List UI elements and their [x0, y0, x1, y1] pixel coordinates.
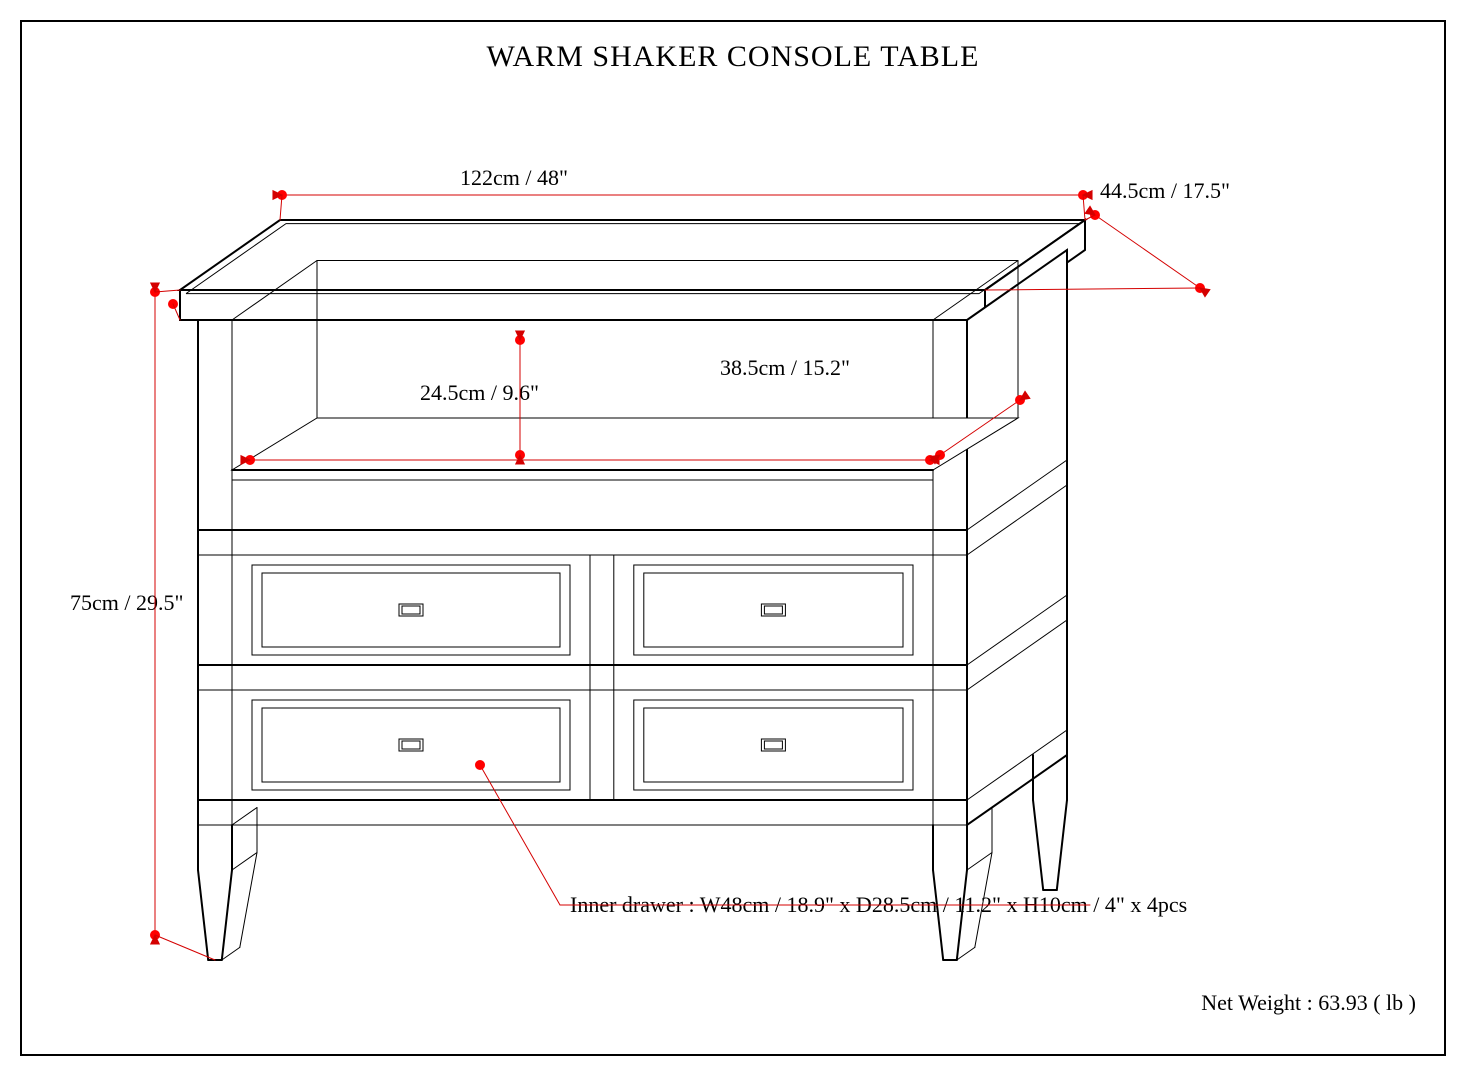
- technical-drawing: [0, 0, 1466, 1076]
